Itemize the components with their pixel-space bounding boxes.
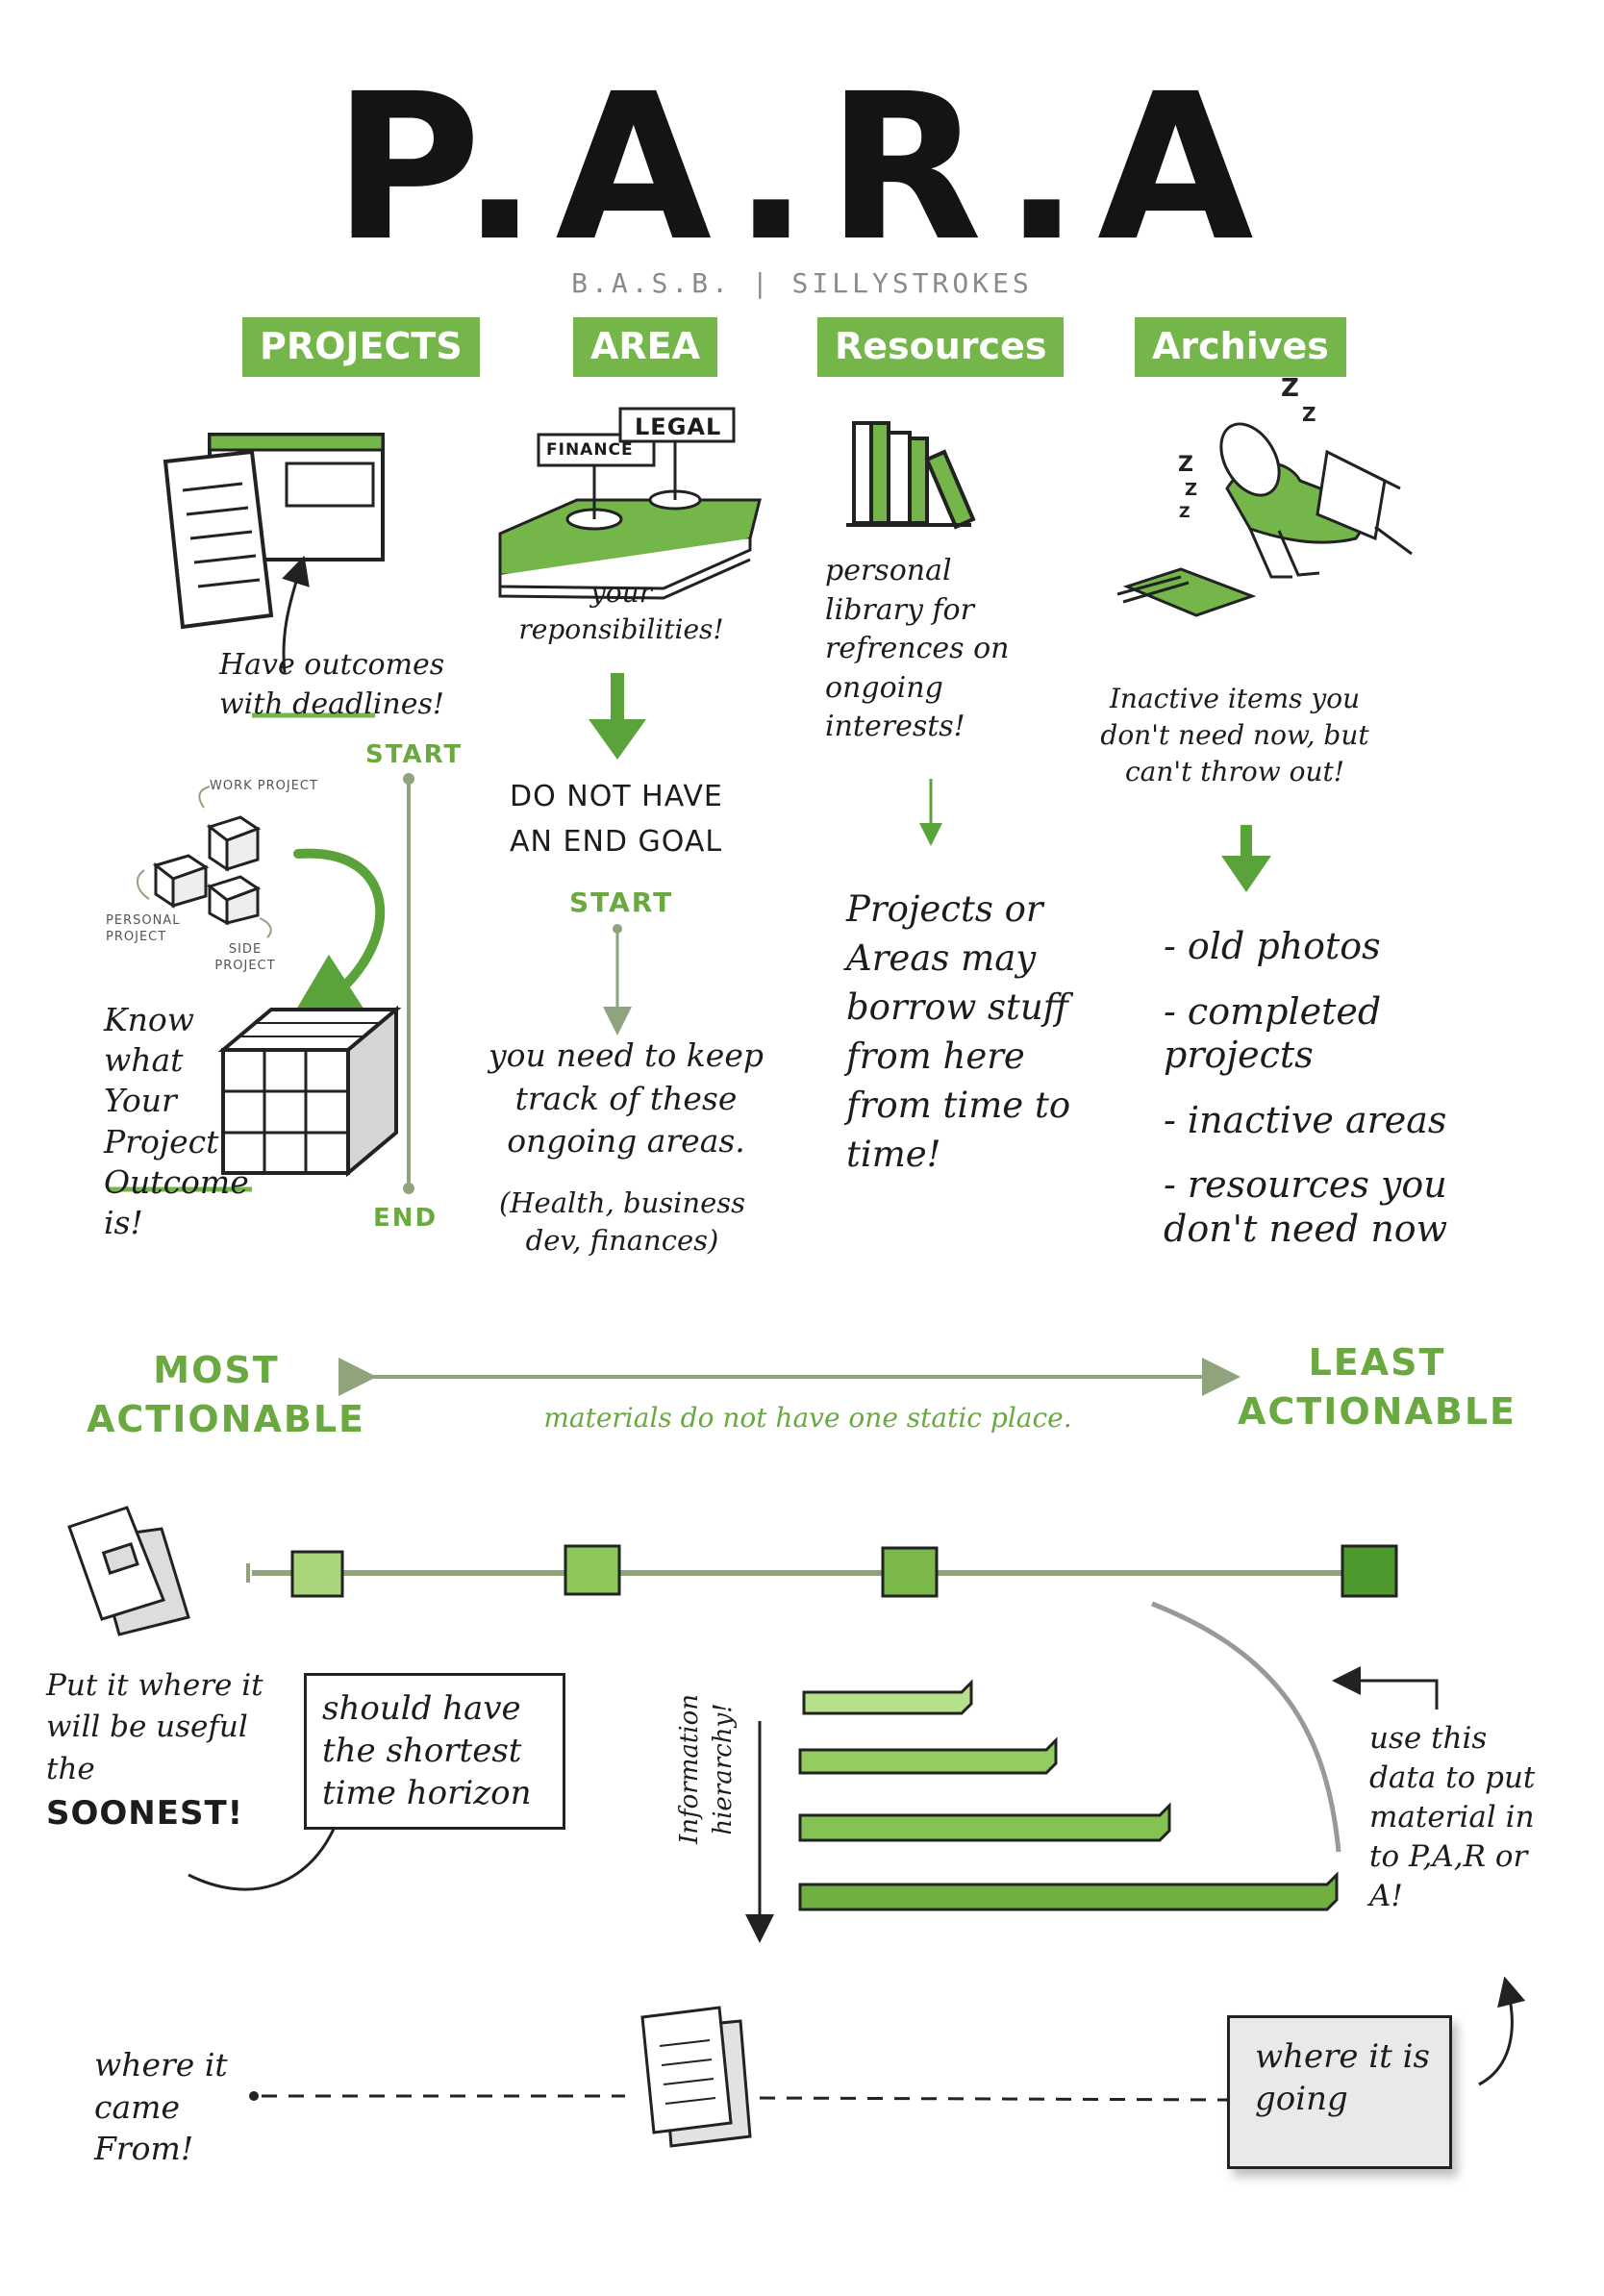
timeline-marker-area: [564, 1544, 621, 1596]
area-track-note: you need to keep track of these ongoing …: [489, 1036, 764, 1160]
svg-text:Z: Z: [1281, 374, 1299, 403]
use-data-note: use this data to put material in to P,A,…: [1369, 1721, 1536, 1913]
svg-text:Z: Z: [1302, 403, 1316, 426]
archives-sleeper-icon: [1116, 422, 1413, 617]
small-cubes-icon: [152, 815, 262, 926]
area-header: AREA: [573, 317, 718, 377]
projects-start-label: START: [365, 740, 464, 769]
timeline-marker-archives: [1341, 1544, 1398, 1598]
projects-note: Have outcomes with deadlines!: [219, 648, 445, 721]
most-actionable-label: MOST ACTIONABLE: [87, 1349, 366, 1441]
timeline-marker-resources: [881, 1546, 939, 1598]
timeline-marker-projects: [290, 1550, 344, 1598]
archives-item-resources: - resources you don't need now: [1164, 1163, 1448, 1250]
outcome-note: Know what Your Project Outcome is!: [104, 1001, 249, 1242]
archives-list: - old photos - completed projects - inac…: [1164, 925, 1481, 1252]
project-document-icon: [163, 433, 385, 630]
outcome-curved-arrow: [285, 848, 386, 1029]
soonest-text: SOONEST!: [46, 1794, 244, 1834]
projects-note-arrow: [282, 555, 310, 674]
resources-borrow-note: Projects or Areas may borrow stuff from …: [846, 888, 1071, 1176]
put-it-text: Put it where it will be useful the: [46, 1668, 263, 1786]
archives-item-old-photos: - old photos: [1164, 925, 1381, 967]
area-signs-icon: [498, 407, 762, 600]
spectrum-middle-note: materials do not have one static place.: [543, 1402, 1072, 1434]
archives-item-inactive-areas: - inactive areas: [1164, 1098, 1447, 1141]
svg-text:Z: Z: [1179, 503, 1190, 521]
paper-in-transit-icon: [640, 2006, 752, 2148]
outcome-cube-icon: [217, 1005, 402, 1178]
projects-end-label: END: [373, 1204, 439, 1233]
came-from-note: where it came From!: [94, 2046, 228, 2168]
area-note: your reponsibilities!: [518, 577, 724, 645]
put-it-note: Put it where it will be useful the SOONE…: [46, 1665, 277, 1833]
archives-header: Archives: [1135, 317, 1346, 377]
area-start-label: START: [569, 886, 674, 918]
resources-note: personal library for refrences on ongoin…: [825, 554, 1010, 743]
projects-header: PROJECTS: [242, 317, 480, 377]
cube-label-work: WORK PROJECT: [210, 779, 318, 793]
information-hierarchy-label: Information hierarchy!: [675, 1693, 739, 1845]
least-actionable-label: LEAST ACTIONABLE: [1237, 1341, 1516, 1434]
paper-stack-icon: [67, 1506, 190, 1636]
where-going-box: where it is going: [1227, 2015, 1452, 2169]
curve-shadow: [1151, 1601, 1341, 1853]
resources-header: Resources: [817, 317, 1065, 377]
archives-item-completed-projects: - completed projects: [1164, 989, 1382, 1077]
cube-label-side: SIDE PROJECT: [214, 942, 276, 973]
page-subtitle: B.A.S.B. | SILLYSTROKES: [571, 267, 1033, 299]
area-goal-note: DO NOT HAVE AN END GOAL: [510, 780, 723, 859]
archives-note: Inactive items you don't need now, but c…: [1100, 683, 1369, 787]
svg-text:Z: Z: [1185, 480, 1197, 500]
hierarchy-bars: [798, 1679, 1339, 1911]
page-title: P.A.R.A: [333, 50, 1271, 286]
svg-text:Z: Z: [1178, 453, 1193, 477]
resources-books-icon: [846, 421, 976, 530]
finance-sign: FINANCE: [546, 440, 634, 460]
shortest-horizon-box: should have the shortest time horizon: [304, 1673, 565, 1830]
legal-sign: LEGAL: [635, 413, 722, 440]
cube-label-personal: PERSONAL PROJECT: [106, 913, 181, 944]
area-examples: (Health, business dev, finances): [498, 1186, 746, 1258]
